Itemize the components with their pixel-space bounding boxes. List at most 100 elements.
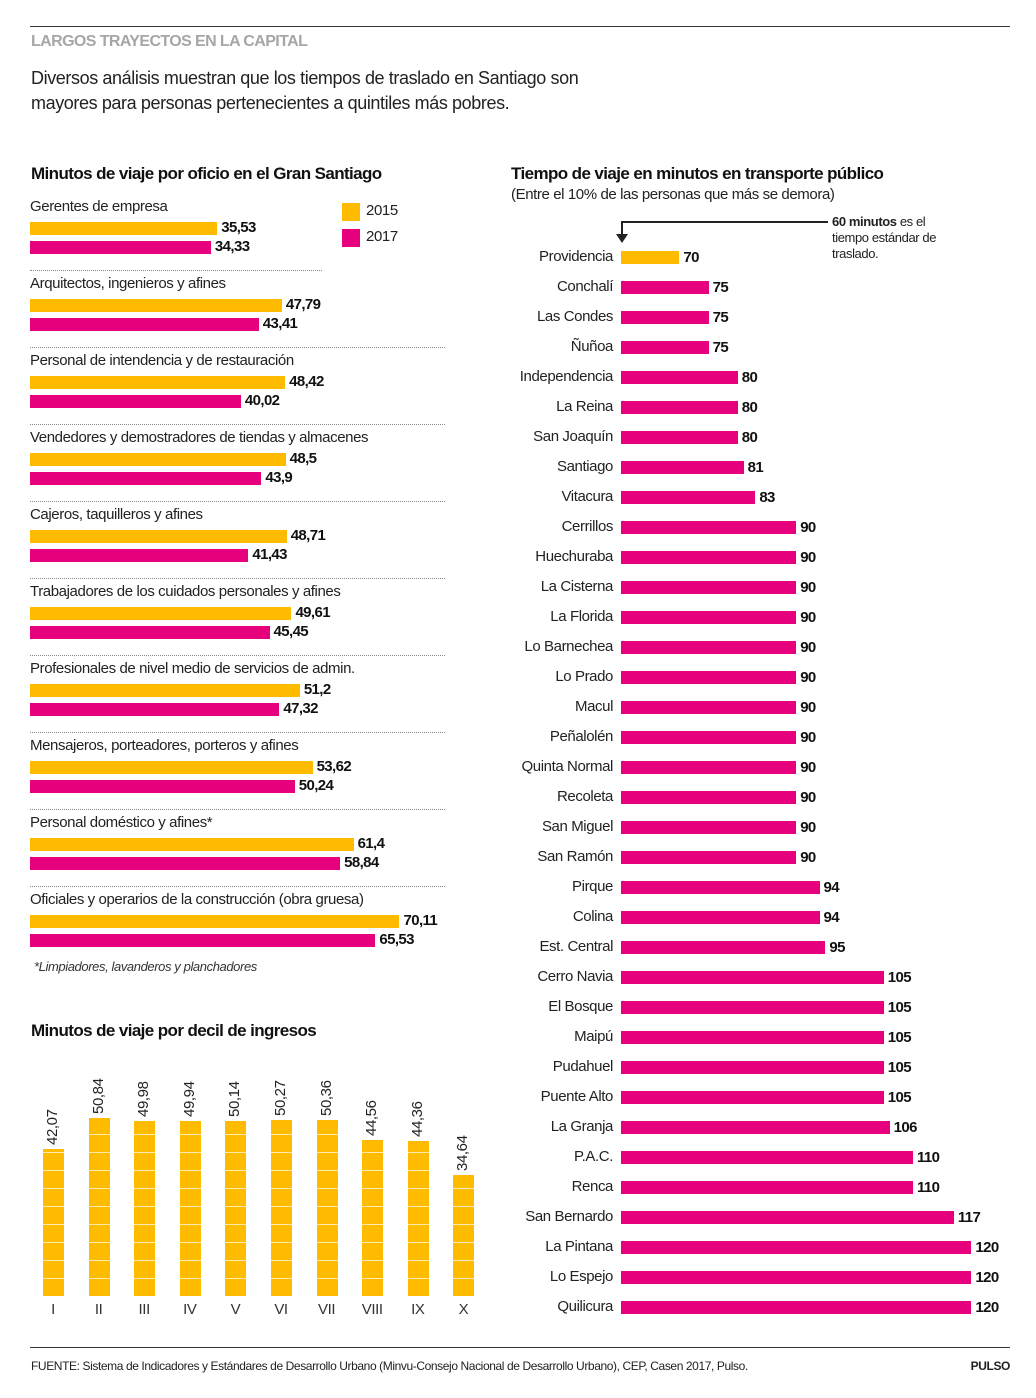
commune-bar: [621, 1121, 890, 1134]
commune-chart-subtitle: (Entre el 10% de las personas que más se…: [511, 186, 835, 203]
commune-label: Cerro Navia: [537, 968, 613, 985]
commune-value-label: 83: [759, 489, 775, 506]
commune-value-label: 94: [823, 909, 840, 926]
commune-label: La Cisterna: [540, 578, 614, 595]
decile-value-label: 50,84: [89, 1078, 107, 1115]
commune-chart-title: Tiempo de viaje en minutos en transporte…: [511, 164, 884, 183]
bar-2015: [30, 915, 400, 928]
decile-tick-label: III: [138, 1301, 151, 1318]
bar-2017: [30, 703, 280, 716]
commune-bar: [621, 251, 680, 264]
standard-time-annotation: 60 minutos es el tiempo estándar de tras…: [832, 214, 942, 262]
commune-bar: [621, 341, 709, 354]
commune-bar: [621, 701, 797, 714]
commune-label: Conchalí: [556, 278, 613, 295]
commune-value-label: 81: [747, 459, 764, 476]
commune-label: Pirque: [572, 878, 613, 895]
kicker: LARGOS TRAYECTOS EN LA CAPITAL: [31, 33, 308, 50]
commune-label: Est. Central: [539, 938, 613, 955]
value-label-2015: 61,4: [357, 835, 385, 852]
commune-value-label: 80: [741, 429, 758, 446]
occupation-label: Mensajeros, porteadores, porteros y afin…: [30, 737, 299, 754]
commune-value-label: 90: [800, 519, 816, 536]
commune-label: El Bosque: [548, 998, 613, 1015]
commune-bar: [621, 401, 738, 414]
decile-tick-label: IV: [183, 1301, 197, 1318]
bottom-rule: [30, 1347, 1010, 1348]
decile-bar: [271, 1120, 292, 1296]
row-divider: [30, 809, 445, 810]
commune-label: Lo Prado: [555, 668, 613, 685]
commune-bar: [621, 311, 709, 324]
occupation-label: Personal de intendencia y de restauració…: [30, 352, 294, 369]
bar-2015: [30, 684, 300, 697]
commune-value-label: 105: [887, 969, 912, 986]
occupation-label: Vendedores y demostradores de tiendas y …: [30, 429, 369, 446]
commune-value-label: 105: [887, 1059, 912, 1076]
intro-text: Diversos análisis muestran que los tiemp…: [31, 68, 579, 113]
row-divider: [30, 886, 445, 887]
decile-tick-label: X: [458, 1301, 469, 1318]
commune-bar: [621, 611, 797, 624]
legend-swatch-2017: [342, 229, 360, 247]
decile-bar: [453, 1174, 475, 1296]
commune-bar: [621, 371, 738, 384]
value-label-2015: 70,11: [403, 912, 438, 929]
commune-value-label: 80: [741, 369, 758, 386]
row-divider: [30, 732, 445, 733]
commune-label: P.A.C.: [573, 1148, 613, 1165]
commune-bar: [621, 821, 797, 834]
commune-label: Independencia: [519, 368, 614, 385]
commune-value-label: 90: [800, 639, 816, 656]
commune-label: La Florida: [550, 608, 613, 625]
bar-2015: [30, 453, 286, 466]
commune-bar: [621, 551, 797, 564]
commune-value-label: 94: [823, 879, 840, 896]
row-divider: [30, 655, 445, 656]
decile-value-label: 50,27: [272, 1080, 289, 1117]
occupation-label: Cajeros, taquilleros y afines: [30, 506, 203, 523]
commune-value-label: 90: [800, 669, 816, 686]
commune-bar: [621, 941, 826, 954]
commune-label: San Miguel: [541, 818, 613, 835]
commune-label: La Pintana: [545, 1238, 613, 1255]
commune-label: Santiago: [556, 458, 613, 475]
decile-tick-label: II: [94, 1301, 103, 1318]
commune-label: Pudahuel: [552, 1058, 614, 1075]
row-divider: [30, 347, 445, 348]
commune-value-label: 75: [712, 309, 729, 326]
commune-value-label: 75: [712, 279, 729, 296]
commune-label: Huechuraba: [535, 548, 613, 565]
commune-bar: [621, 1061, 884, 1074]
row-divider: [30, 578, 445, 579]
decile-value-label: 42,07: [44, 1109, 61, 1145]
occupation-label: Gerentes de empresa: [30, 198, 168, 215]
value-label-2015: 35,53: [221, 219, 256, 236]
commune-value-label: 95: [829, 939, 845, 956]
decile-tick-label: VI: [274, 1301, 288, 1318]
occupation-label: Profesionales de nivel medio de servicio…: [30, 660, 355, 677]
occupation-chart-title: Minutos de viaje por oficio en el Gran S…: [31, 164, 382, 183]
commune-label: Renca: [571, 1178, 614, 1195]
commune-bar: [621, 761, 797, 774]
commune-value-label: 120: [975, 1269, 999, 1286]
bar-2017: [30, 857, 341, 870]
commune-value-label: 90: [800, 579, 816, 596]
commune-bar: [621, 791, 797, 804]
commune-bar: [621, 1241, 972, 1254]
commune-label: Ñuñoa: [570, 338, 614, 355]
value-label-2017: 43,9: [265, 469, 293, 486]
commune-label: San Ramón: [537, 848, 613, 865]
value-label-2017: 65,53: [379, 931, 414, 948]
value-label-2017: 34,33: [214, 238, 250, 255]
commune-label: Puente Alto: [540, 1088, 614, 1105]
commune-bar: [621, 491, 756, 504]
occupation-label: Trabajadores de los cuidados personales …: [30, 583, 341, 600]
bar-2015: [30, 761, 313, 774]
bar-2015: [30, 299, 282, 312]
decile-bar: [43, 1148, 64, 1296]
bar-2015: [30, 530, 287, 543]
commune-label: Recoleta: [556, 788, 613, 805]
commune-label: La Granja: [550, 1118, 614, 1135]
